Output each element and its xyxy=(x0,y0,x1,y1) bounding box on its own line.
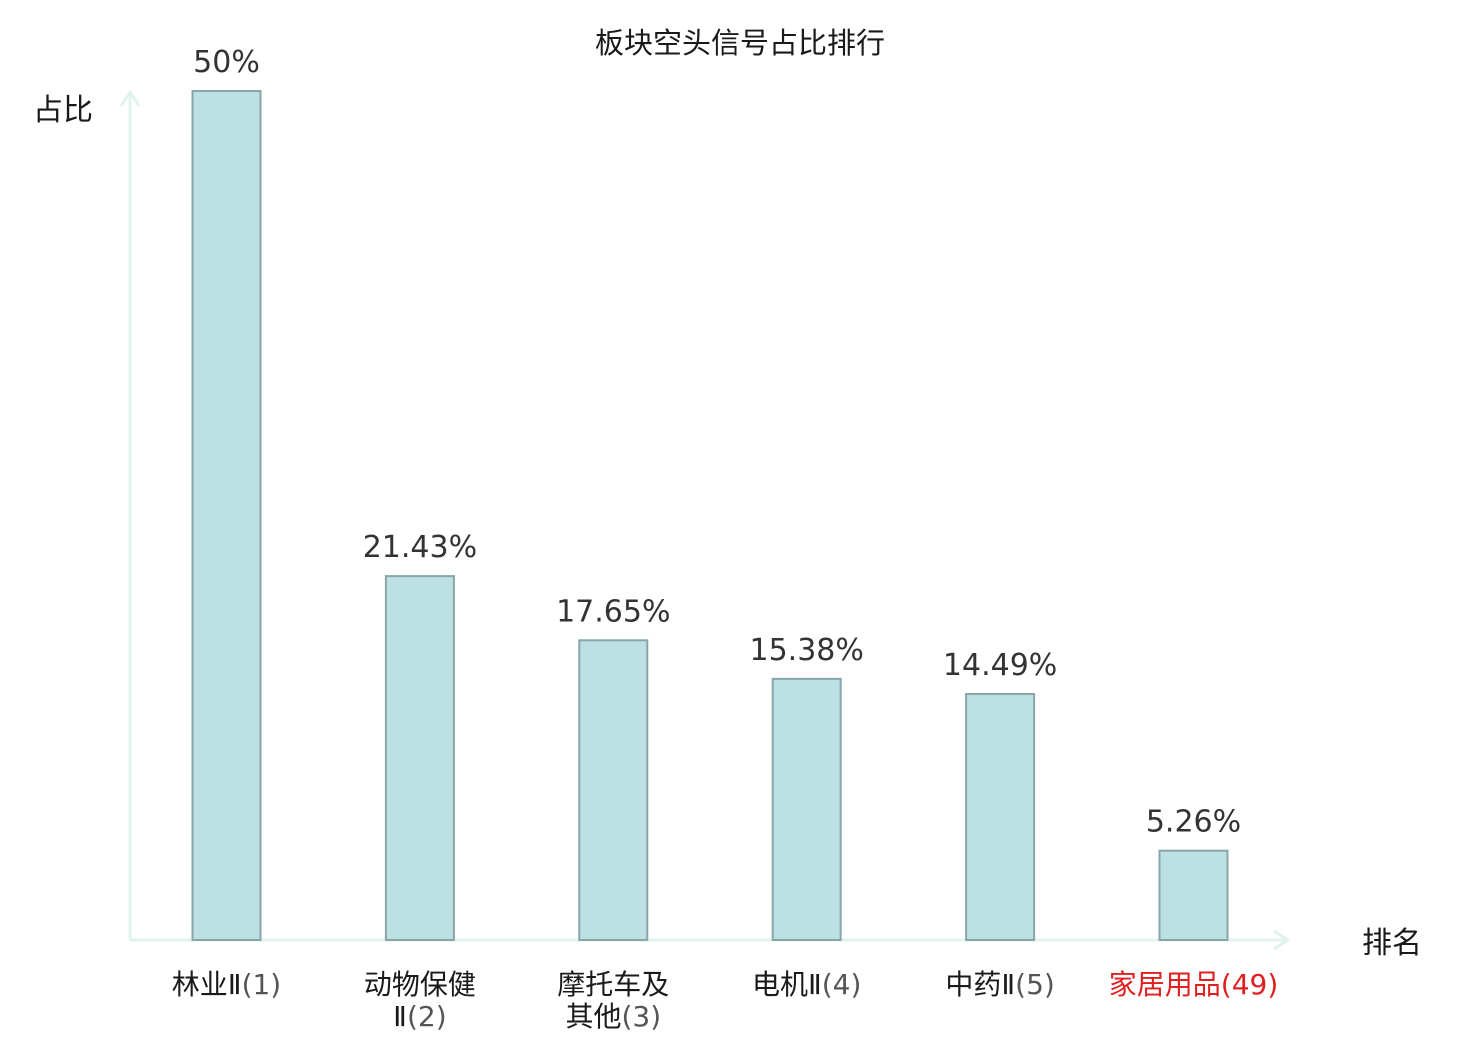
category-label: 林业Ⅱ(1) xyxy=(172,968,281,1001)
category-name: 其他 xyxy=(565,1000,621,1033)
category-label: 动物保健 xyxy=(364,968,476,1001)
x-axis-arrow xyxy=(1273,929,1291,951)
bar-value-label: 5.26% xyxy=(1146,805,1241,840)
x-axis-label: 排名 xyxy=(1362,926,1422,961)
bar xyxy=(578,639,649,941)
bar-value-label: 14.49% xyxy=(943,648,1057,683)
bar xyxy=(965,692,1036,941)
category-rank: (49) xyxy=(1221,968,1278,1001)
value-labels-group: 50% 21.43% 17.65% 15.38% 14.49% 5.26% xyxy=(193,45,1241,840)
category-rank: (2) xyxy=(407,1000,447,1033)
category-label: 摩托车及 xyxy=(557,968,669,1001)
bar xyxy=(771,677,842,941)
bar xyxy=(191,90,262,941)
y-axis-label: 占比 xyxy=(33,93,93,128)
chart-title: 板块空头信号占比排行 xyxy=(595,26,885,60)
bars-group xyxy=(191,90,1229,941)
category-name: 动物保健 xyxy=(364,968,476,1001)
axes xyxy=(119,89,1291,951)
category-name: Ⅱ xyxy=(393,1000,407,1033)
bar-value-label: 17.65% xyxy=(556,594,670,629)
bar-value-label: 21.43% xyxy=(363,530,477,565)
category-name: 中药Ⅱ xyxy=(945,968,1015,1001)
category-name: 林业Ⅱ xyxy=(172,968,242,1001)
category-label: Ⅱ(2) xyxy=(393,1000,446,1033)
bar xyxy=(1158,849,1229,941)
category-label: 其他(3) xyxy=(565,1000,661,1033)
category-label: 中药Ⅱ(5) xyxy=(945,968,1054,1001)
bar xyxy=(384,575,455,941)
category-rank: (1) xyxy=(242,968,282,1001)
bar-value-label: 15.38% xyxy=(750,633,864,668)
category-rank: (5) xyxy=(1015,968,1055,1001)
category-name: 家居用品 xyxy=(1109,968,1221,1001)
category-label: 电机Ⅱ(4) xyxy=(752,968,861,1001)
category-label: 家居用品(49) xyxy=(1109,968,1279,1001)
category-rank: (4) xyxy=(822,968,862,1001)
y-axis-arrow xyxy=(119,89,141,107)
category-rank: (3) xyxy=(621,1000,661,1033)
category-name: 电机Ⅱ xyxy=(752,968,822,1001)
bar-value-label: 50% xyxy=(193,45,260,80)
category-name: 摩托车及 xyxy=(557,968,669,1001)
